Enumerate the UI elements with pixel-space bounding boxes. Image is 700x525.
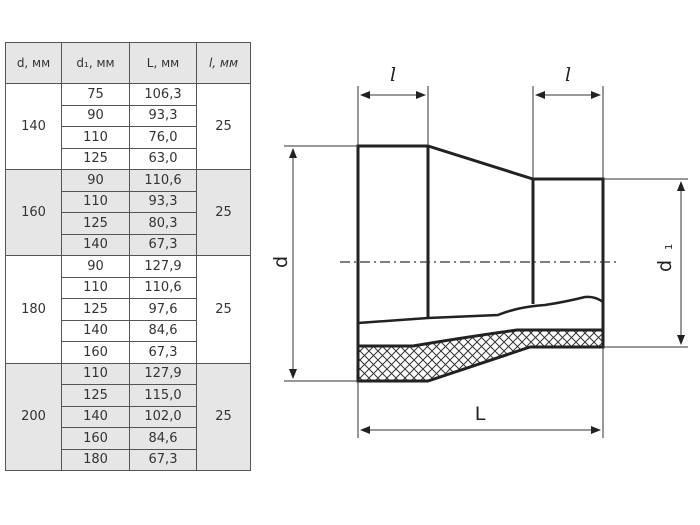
cell-L: 127,9	[129, 362, 197, 385]
cell-d1: 75	[61, 83, 130, 106]
cell-d1: 140	[61, 405, 130, 428]
dimensions-table: d, мм d₁, мм L, мм l, мм 140 75 106,3 25 90 9…	[5, 42, 251, 471]
table-row: 180 90 127,9 25	[5, 255, 251, 364]
cell-l: 25	[196, 255, 251, 364]
cell-d: 160	[5, 169, 62, 256]
label-d1: d	[654, 260, 676, 272]
table-row: 110 110,6	[6, 276, 251, 299]
cell-l: 25	[196, 83, 251, 170]
table-row: 125 80,3	[6, 212, 251, 235]
cell-d1: 110	[61, 126, 130, 149]
cell-L: 67,3	[129, 341, 197, 364]
cell-d1: 90	[61, 104, 130, 127]
table-row: 110 76,0	[6, 126, 251, 149]
cell-L: 106,3	[129, 83, 197, 106]
hatched-wall-section	[356, 328, 605, 383]
cell-L: 110,6	[129, 276, 197, 299]
label-L: L	[475, 403, 486, 425]
cell-d1: 140	[61, 319, 130, 342]
label-d: d	[270, 256, 292, 268]
cell-l: 25	[196, 362, 251, 471]
cell-L: 67,3	[129, 233, 197, 256]
cell-L: 115,0	[129, 384, 197, 407]
cell-L: 67,3	[129, 448, 197, 471]
label-l-right: l	[565, 64, 571, 86]
cell-d1: 180	[61, 448, 130, 471]
cell-d1: 110	[61, 362, 130, 385]
cell-d1: 160	[61, 341, 130, 364]
cell-d: 200	[5, 362, 62, 471]
cell-d: 140	[5, 83, 62, 170]
cell-d1: 160	[61, 427, 130, 450]
cell-d1: 90	[61, 169, 130, 192]
label-d1-subscript: 1	[664, 244, 675, 250]
cell-L: 93,3	[129, 190, 197, 213]
cell-l: 25	[196, 169, 251, 256]
table-row: 140 75 106,3 25	[5, 83, 251, 170]
header-d: d, мм	[5, 42, 62, 84]
cell-L: 63,0	[129, 147, 197, 170]
reducer-body-outline	[356, 144, 605, 381]
table-row: 90 93,3	[6, 104, 251, 127]
table-row: 140 67,3	[6, 233, 251, 256]
table-row: 110 93,3	[6, 190, 251, 213]
dimension-lines	[284, 86, 688, 438]
cell-d1: 125	[61, 212, 130, 235]
table-row: 200 110 127,9 25	[5, 362, 251, 471]
table-row: 180 67,3	[6, 448, 251, 471]
header-L: L, мм	[129, 42, 197, 84]
cell-L: 102,0	[129, 405, 197, 428]
table-row: 160 67,3	[6, 341, 251, 364]
label-l-left: l	[390, 64, 396, 86]
table-header: d, мм d₁, мм L, мм l, мм	[5, 42, 251, 84]
header-l: l, мм	[196, 42, 251, 84]
table-row: 140 102,0	[6, 405, 251, 428]
cell-L: 93,3	[129, 104, 197, 127]
